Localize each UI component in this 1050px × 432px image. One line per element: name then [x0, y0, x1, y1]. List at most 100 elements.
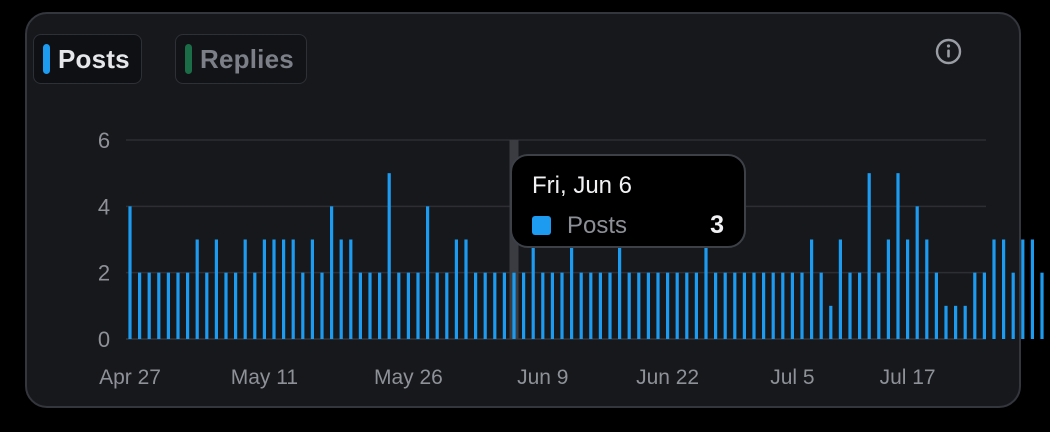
- tab-posts[interactable]: Posts: [33, 34, 142, 84]
- bar: [570, 239, 574, 339]
- bar: [867, 173, 871, 339]
- x-tick-label: Jul 5: [770, 366, 814, 389]
- bar: [608, 272, 612, 339]
- tab-replies[interactable]: Replies: [175, 34, 307, 84]
- info-icon[interactable]: [935, 38, 962, 65]
- chart-tooltip: Fri, Jun 6 Posts 3: [510, 154, 746, 248]
- bar: [637, 272, 641, 339]
- bar: [646, 272, 650, 339]
- bar: [253, 272, 257, 339]
- bar: [368, 272, 372, 339]
- bar: [925, 239, 929, 339]
- x-tick-label: Jun 9: [517, 366, 568, 389]
- bar: [522, 272, 526, 339]
- y-tick-label: 4: [98, 194, 110, 219]
- bar: [694, 272, 698, 339]
- bar: [886, 239, 890, 339]
- replies-color-swatch: [185, 44, 192, 74]
- bar: [810, 239, 814, 339]
- y-tick-label: 0: [98, 327, 110, 352]
- bar: [474, 272, 478, 339]
- bar: [186, 272, 190, 339]
- bar: [733, 272, 737, 339]
- bar: [762, 272, 766, 339]
- bar: [627, 272, 631, 339]
- bar: [234, 272, 238, 339]
- bar: [1002, 239, 1006, 339]
- bar: [330, 206, 334, 339]
- y-tick-label: 2: [98, 261, 110, 286]
- bar: [262, 239, 266, 339]
- bar: [858, 272, 862, 339]
- bar: [992, 239, 996, 339]
- bar: [243, 239, 247, 339]
- bar: [531, 239, 535, 339]
- bar: [272, 239, 276, 339]
- bar: [454, 239, 458, 339]
- x-tick-label: Apr 27: [99, 366, 161, 389]
- bar: [848, 272, 852, 339]
- bar: [224, 272, 228, 339]
- bar: [397, 272, 401, 339]
- bar: [781, 272, 785, 339]
- bar: [675, 272, 679, 339]
- bar: [982, 272, 986, 339]
- bar: [742, 272, 746, 339]
- bar: [723, 272, 727, 339]
- bar: [915, 206, 919, 339]
- bar: [963, 305, 967, 339]
- x-tick-label: Jun 22: [636, 366, 699, 389]
- bar: [550, 272, 554, 339]
- bar: [426, 206, 430, 339]
- tooltip-series-swatch: [532, 216, 551, 235]
- bar: [301, 272, 305, 339]
- tooltip-series-name: Posts: [567, 212, 628, 239]
- bar: [944, 305, 948, 339]
- bar: [195, 239, 199, 339]
- bar: [445, 272, 449, 339]
- bar: [166, 272, 170, 339]
- bar: [1011, 272, 1015, 339]
- bar: [771, 272, 775, 339]
- bar: [954, 305, 958, 339]
- bar: [934, 272, 938, 339]
- bar: [435, 272, 439, 339]
- bar: [493, 272, 497, 339]
- posts-color-swatch: [43, 44, 50, 74]
- bar: [1040, 272, 1044, 339]
- bar: [589, 272, 593, 339]
- y-tick-label: 6: [98, 128, 110, 153]
- tab-posts-label: Posts: [58, 43, 130, 74]
- bar: [358, 272, 362, 339]
- bar: [656, 272, 660, 339]
- bar: [838, 239, 842, 339]
- x-tick-label: Jul 17: [880, 366, 936, 389]
- bar: [214, 239, 218, 339]
- bar: [800, 272, 804, 339]
- bar: [541, 272, 545, 339]
- bar: [387, 173, 391, 339]
- y-axis-ticks: 0 2 4 6: [98, 128, 110, 352]
- bar: [320, 272, 324, 339]
- bar: [128, 206, 132, 339]
- bar: [685, 272, 689, 339]
- bar: [618, 239, 622, 339]
- bar: [349, 239, 353, 339]
- bar: [147, 272, 151, 339]
- bar: [416, 272, 420, 339]
- bar: [666, 272, 670, 339]
- bar: [512, 272, 516, 339]
- bar: [502, 272, 506, 339]
- x-tick-label: May 26: [374, 366, 443, 389]
- bar: [406, 272, 410, 339]
- bar: [752, 272, 756, 339]
- tooltip-date: Fri, Jun 6: [532, 172, 633, 199]
- bar: [282, 239, 286, 339]
- bar: [877, 272, 881, 339]
- bar: [560, 272, 564, 339]
- bar: [790, 272, 794, 339]
- bar: [157, 272, 161, 339]
- bar: [714, 272, 718, 339]
- bar: [464, 239, 468, 339]
